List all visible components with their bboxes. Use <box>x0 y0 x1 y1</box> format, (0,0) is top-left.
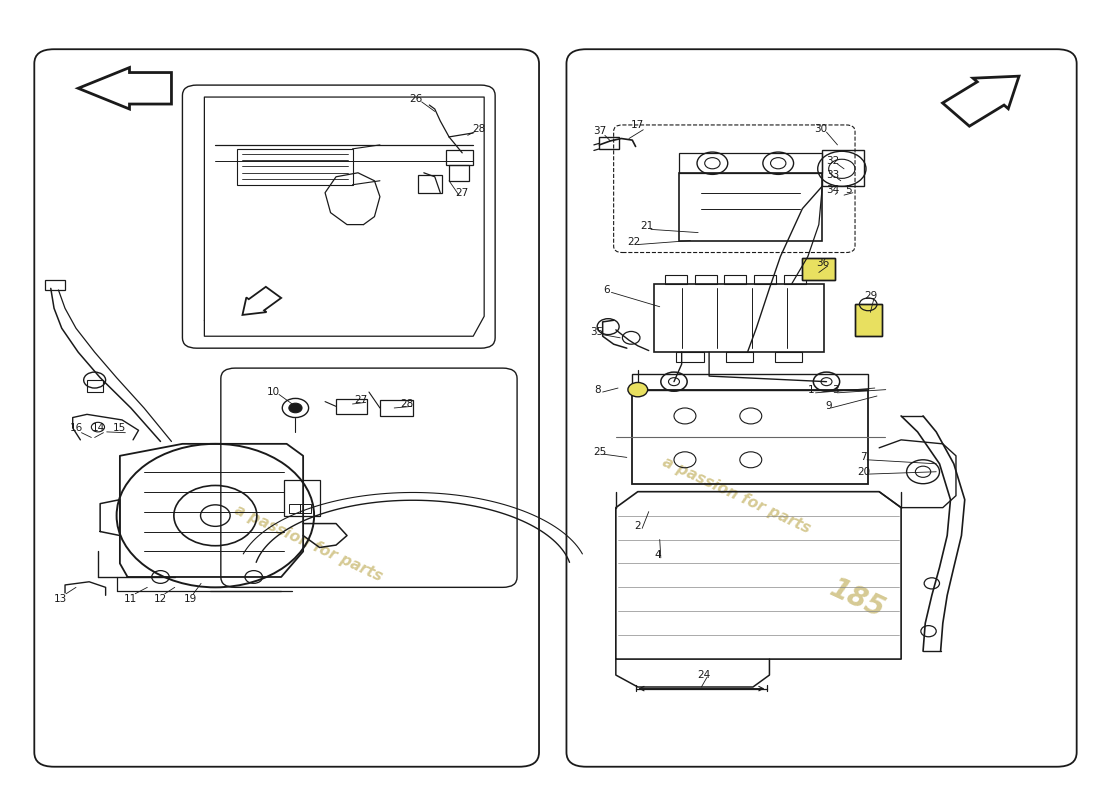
Bar <box>600 137 619 149</box>
Text: 12: 12 <box>154 594 167 604</box>
Text: 21: 21 <box>640 222 653 231</box>
Text: 16: 16 <box>69 423 82 433</box>
Text: 35: 35 <box>591 327 604 338</box>
Bar <box>680 173 822 241</box>
Text: 22: 22 <box>627 237 640 247</box>
Bar <box>418 175 442 193</box>
Text: 29: 29 <box>864 291 877 302</box>
Polygon shape <box>78 67 172 109</box>
Text: 26: 26 <box>409 94 422 105</box>
Text: 28: 28 <box>472 124 485 134</box>
Text: 5: 5 <box>845 185 851 194</box>
Bar <box>336 399 366 414</box>
Bar <box>654 285 824 352</box>
Text: 13: 13 <box>54 594 67 604</box>
Bar <box>676 352 704 362</box>
Text: a passion for parts: a passion for parts <box>232 502 385 585</box>
Bar <box>285 480 320 515</box>
Bar <box>755 275 775 285</box>
Text: 4: 4 <box>654 550 661 561</box>
Circle shape <box>289 403 302 413</box>
Bar <box>726 352 754 362</box>
Bar <box>446 150 473 165</box>
Bar <box>632 390 868 484</box>
Text: 2: 2 <box>635 521 641 531</box>
Bar <box>855 304 882 336</box>
Text: 14: 14 <box>91 423 104 433</box>
Text: 25: 25 <box>593 447 606 457</box>
Text: 6: 6 <box>604 285 611 295</box>
Text: 27: 27 <box>455 188 469 198</box>
Bar <box>87 380 103 392</box>
Text: 30: 30 <box>814 124 827 134</box>
Text: 1: 1 <box>807 386 814 395</box>
Text: 33: 33 <box>826 170 839 180</box>
Text: 32: 32 <box>826 156 839 166</box>
Bar <box>695 275 717 285</box>
Bar <box>379 400 412 416</box>
Bar <box>449 165 469 181</box>
Text: 11: 11 <box>124 594 138 604</box>
Text: a passion for parts: a passion for parts <box>660 454 813 537</box>
Bar <box>774 352 802 362</box>
Circle shape <box>628 382 648 397</box>
Text: 7: 7 <box>860 452 867 462</box>
Text: 10: 10 <box>267 387 280 397</box>
Bar <box>289 504 300 514</box>
Bar <box>300 504 311 514</box>
Text: 19: 19 <box>184 594 197 604</box>
Bar <box>238 149 352 185</box>
Bar <box>666 275 688 285</box>
Text: 34: 34 <box>826 185 839 194</box>
Text: 28: 28 <box>400 399 414 409</box>
Polygon shape <box>242 287 282 315</box>
Text: 27: 27 <box>354 395 367 405</box>
Text: 185: 185 <box>825 574 889 624</box>
Text: 36: 36 <box>816 258 829 268</box>
Text: 24: 24 <box>697 670 711 680</box>
Text: 3: 3 <box>832 386 838 395</box>
Bar <box>802 258 835 281</box>
Bar <box>632 374 868 390</box>
Text: 37: 37 <box>593 126 606 135</box>
Text: 17: 17 <box>631 120 645 130</box>
Text: 20: 20 <box>857 466 870 477</box>
Bar <box>680 153 822 173</box>
Bar <box>45 281 65 290</box>
Bar <box>783 275 805 285</box>
Bar <box>725 275 747 285</box>
Bar <box>822 150 864 186</box>
Polygon shape <box>943 76 1019 126</box>
Bar <box>802 258 835 281</box>
Text: 8: 8 <box>594 385 601 394</box>
Text: 15: 15 <box>113 423 127 433</box>
Bar <box>855 304 882 336</box>
Text: 9: 9 <box>825 401 832 410</box>
